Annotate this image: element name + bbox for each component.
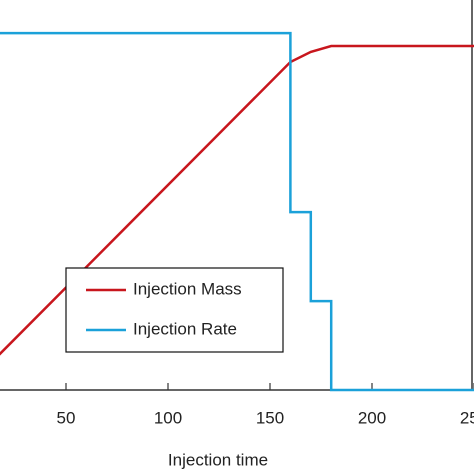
x-tick-label: 200 xyxy=(358,408,386,427)
data-line xyxy=(0,31,474,392)
x-tick-label: 150 xyxy=(256,408,284,427)
legend-box xyxy=(65,267,284,353)
data-line xyxy=(0,44,474,356)
legend-label: Injection Mass xyxy=(133,279,242,298)
x-tick-label: 250 xyxy=(460,408,474,427)
x-axis-label: Injection time xyxy=(168,450,268,469)
x-tick-label: 50 xyxy=(57,408,76,427)
legend-label: Injection Rate xyxy=(133,319,237,338)
x-tick-label: 100 xyxy=(154,408,182,427)
